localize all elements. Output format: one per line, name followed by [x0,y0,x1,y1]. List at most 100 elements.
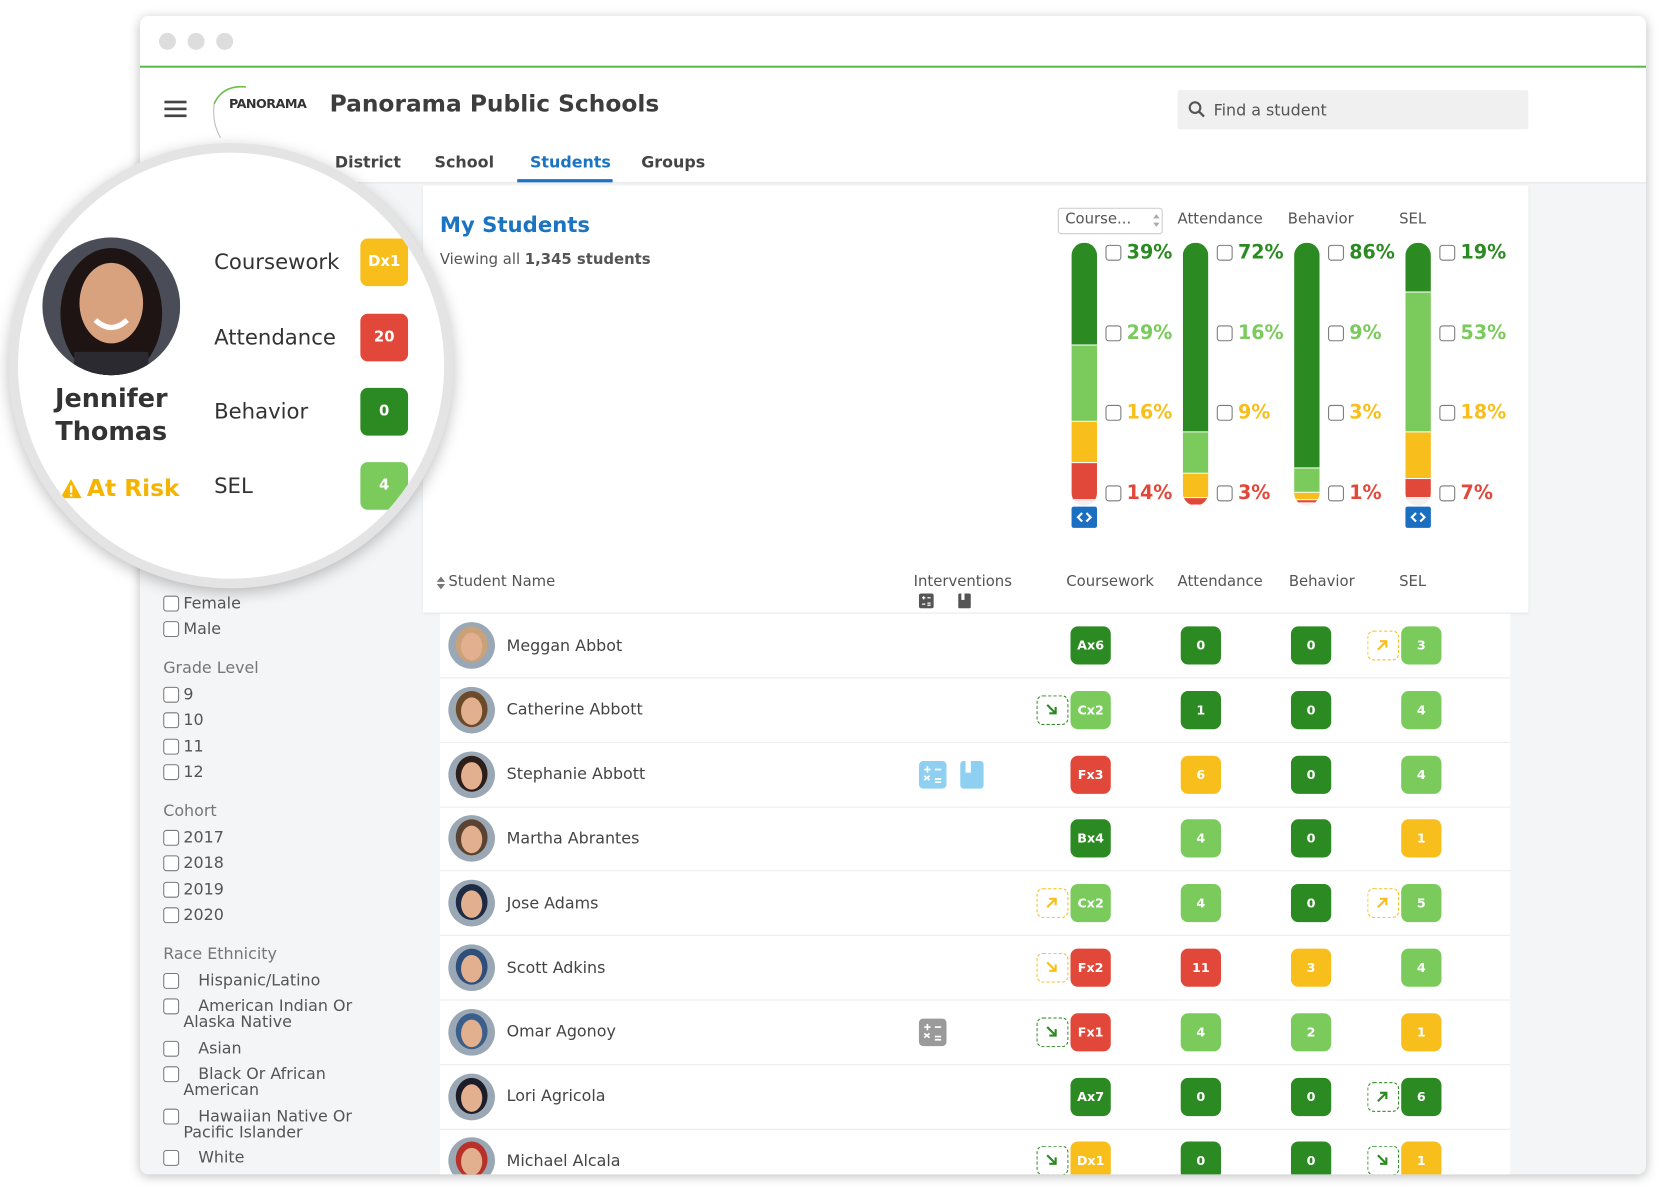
segment-checkbox[interactable] [1105,404,1122,421]
segment-checkbox[interactable] [1439,244,1456,261]
student-row[interactable]: Omar Agonoy Fx1 4 2 1 [439,1000,1511,1065]
filter-option[interactable]: 2019 [163,877,407,903]
checkbox[interactable] [163,907,180,924]
checkbox[interactable] [163,712,180,729]
segment-checkbox[interactable] [1105,244,1122,261]
score-badge[interactable]: 1 [1180,690,1222,729]
score-badge[interactable]: 4 [1401,755,1442,794]
checkbox[interactable] [163,738,180,755]
math-icon[interactable] [918,760,948,790]
score-badge[interactable]: 4 [1401,690,1442,729]
score-badge[interactable]: 3 [1401,626,1442,665]
checkbox[interactable] [163,595,180,612]
score-badge[interactable]: 4 [1180,819,1222,858]
student-row[interactable]: Catherine Abbott Cx2 1 0 4 [439,678,1511,743]
segment-checkbox[interactable] [1216,485,1233,502]
checkbox[interactable] [163,972,180,989]
student-row[interactable]: Scott Adkins Fx2 11 3 4 [439,936,1511,1001]
segment-checkbox[interactable] [1216,325,1233,342]
student-name[interactable]: Stephanie Abbott [506,764,646,784]
score-badge[interactable]: 0 [1290,755,1332,794]
score-badge[interactable]: 0 [1290,884,1332,923]
filter-option[interactable]: White [163,1145,407,1171]
filter-option[interactable]: 9 [163,682,407,708]
score-badge[interactable]: Bx4 [1070,819,1111,858]
segment-checkbox[interactable] [1439,325,1456,342]
segment-checkbox[interactable] [1105,485,1122,502]
student-row[interactable]: Jose Adams Cx2 4 0 5 [439,871,1511,937]
checkbox[interactable] [163,1108,180,1125]
student-name[interactable]: Scott Adkins [506,957,606,977]
math-icon[interactable] [918,1017,948,1047]
checkbox[interactable] [163,1040,180,1057]
score-badge[interactable]: 0 [1290,1141,1332,1175]
nav-tab[interactable]: Students [529,152,611,172]
score-badge[interactable]: 4 [1180,1013,1222,1052]
filter-option[interactable]: 10 [163,707,407,733]
score-badge[interactable]: Dx1 [1070,1141,1111,1175]
segment-checkbox[interactable] [1328,404,1344,421]
score-badge[interactable]: Cx2 [1070,690,1111,729]
nav-tab[interactable]: Groups [641,152,706,172]
student-row[interactable]: Michael Alcala Dx1 0 0 1 [440,1129,1510,1175]
segment-checkbox[interactable] [1439,404,1456,421]
checkbox[interactable] [163,855,180,872]
summary-header[interactable]: Course... [1065,211,1132,229]
student-name[interactable]: Omar Agonoy [506,1022,616,1042]
score-badge[interactable]: 1 [1401,1013,1442,1052]
score-badge[interactable]: 0 [1180,626,1222,665]
filter-option[interactable]: Hispanic/Latino [163,968,407,994]
student-row[interactable]: Meggan Abbot Ax6 0 0 3 [439,614,1511,679]
course-select[interactable] [1057,207,1163,235]
checkbox[interactable] [163,829,180,846]
score-badge[interactable]: 3 [1290,948,1332,987]
score-badge[interactable]: Fx3 [1070,755,1111,794]
score-badge[interactable]: 0 [1290,626,1332,665]
checkbox[interactable] [163,764,180,781]
student-name[interactable]: Catherine Abbott [506,699,643,719]
student-name[interactable]: Meggan Abbot [506,635,623,655]
score-badge[interactable]: Fx2 [1070,948,1111,987]
score-badge[interactable]: 0 [1290,1077,1332,1116]
score-badge[interactable]: Fx1 [1070,1013,1111,1052]
filter-option[interactable]: 11 [163,733,407,759]
checkbox[interactable] [163,1150,180,1167]
segment-checkbox[interactable] [1328,325,1344,342]
segment-checkbox[interactable] [1328,244,1344,261]
filter-option[interactable]: Female [163,590,407,616]
nav-tab[interactable]: School [434,152,495,172]
score-badge[interactable]: 0 [1290,819,1332,858]
segment-checkbox[interactable] [1216,244,1233,261]
score-badge[interactable]: 4 [1401,948,1442,987]
filter-option[interactable]: 2018 [163,851,407,877]
search-box[interactable] [1177,90,1529,130]
segment-checkbox[interactable] [1105,325,1122,342]
nav-tab[interactable]: District [334,152,401,172]
score-badge[interactable]: 0 [1180,1077,1222,1116]
checkbox[interactable] [163,881,180,898]
score-badge[interactable]: Ax7 [1070,1077,1111,1116]
score-badge[interactable]: Ax6 [1070,626,1111,665]
filter-option[interactable]: American Indian Or Alaska Native [163,994,407,1036]
student-name[interactable]: Lori Agricola [506,1086,606,1106]
score-badge[interactable]: 2 [1290,1013,1332,1052]
segment-checkbox[interactable] [1439,485,1456,502]
student-name[interactable]: Martha Abrantes [506,828,640,848]
score-badge[interactable]: 5 [1401,884,1442,923]
student-row[interactable]: Stephanie Abbott Fx3 6 0 4 [439,743,1511,808]
checkbox[interactable] [163,686,180,703]
student-name[interactable]: Jose Adams [506,893,599,913]
column-header[interactable]: Student Name [448,573,556,591]
student-row[interactable]: Lori Agricola Ax7 0 0 6 [439,1065,1511,1130]
filter-option[interactable]: 2017 [163,825,407,851]
checkbox[interactable] [163,621,180,638]
segment-checkbox[interactable] [1328,485,1344,502]
score-badge[interactable]: 6 [1180,755,1222,794]
student-name[interactable]: Michael Alcala [506,1150,621,1171]
filter-option[interactable]: 12 [163,759,407,785]
expand-toggle[interactable] [1405,506,1431,528]
score-badge[interactable]: 6 [1401,1077,1442,1116]
score-badge[interactable]: 1 [1401,819,1442,858]
expand-toggle[interactable] [1071,506,1097,528]
checkbox[interactable] [163,998,180,1015]
